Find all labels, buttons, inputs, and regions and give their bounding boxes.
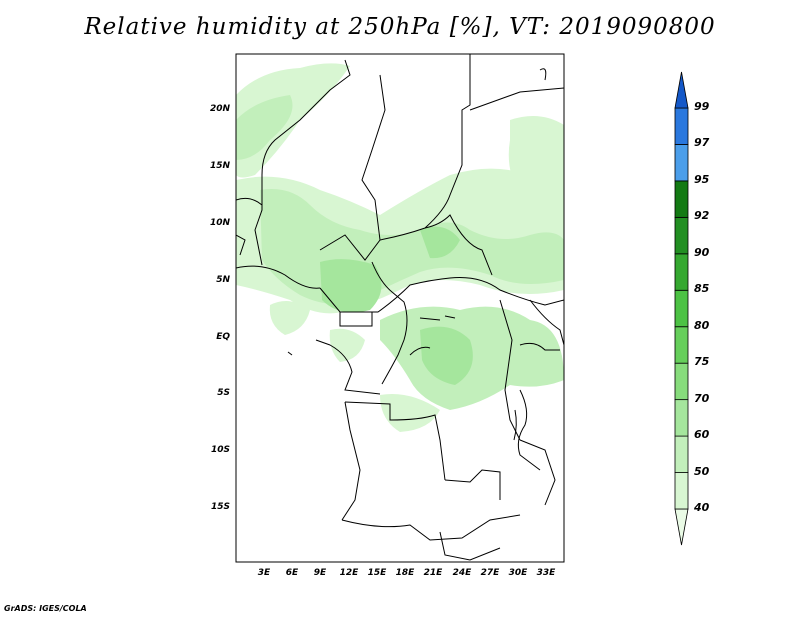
colorbar-bin [674,216,689,255]
colorbar-bin [674,472,689,510]
lat-tick: EQ [216,332,230,342]
colorbar-level-label: 60 [694,428,710,442]
colorbar-level-label: 50 [694,464,710,478]
colorbar-bin [674,289,689,328]
colorbar-level-label: 95 [694,172,710,186]
colorbar-level-label: 80 [694,318,710,332]
colorbar-bin [674,508,689,546]
humidity-field [236,54,564,562]
colorbar-level-label: 85 [694,282,710,296]
lon-tick: 12E [339,568,359,578]
lon-tick: 33E [536,568,556,578]
lon-tick: 15E [367,568,387,578]
colorbar-bin [674,362,689,401]
colorbar-level-label: 75 [694,355,710,369]
lon-tick: 9E [313,568,327,578]
lon-tick: 6E [285,568,299,578]
lat-tick: 15N [209,161,230,171]
colorbar-bin [674,253,689,291]
colorbar-bin [674,435,689,473]
lat-tick: 15S [210,502,230,512]
colorbar-level-label: 99 [694,100,710,113]
colorbar-bin [674,144,689,182]
colorbar-level-label: 92 [694,209,710,223]
lat-tick: 10N [209,218,230,228]
colorbar-bin [674,326,689,364]
colorbar-level-label: 90 [694,245,710,259]
colorbar-bin [674,180,689,218]
colorbar-bin [674,71,689,109]
map-title: Relative humidity at 250hPa [%], VT: 201… [84,14,716,40]
credit-text: GrADS: IGES/COLA [4,604,87,613]
lon-tick: 3E [257,568,271,578]
lon-tick: 30E [508,568,528,578]
colorbar-level-label: 70 [694,391,710,405]
lon-tick: 21E [423,568,443,578]
colorbar-bin [674,107,689,145]
colorbar-level-label: 97 [694,136,710,150]
lon-tick: 24E [452,568,472,578]
lat-tick: 5S [217,388,230,398]
lat-tick: 5N [216,275,230,285]
country-borders [236,54,564,561]
lon-tick: 18E [395,568,415,578]
lat-tick: 20N [209,104,230,114]
map-border [235,53,565,563]
lat-tick: 10S [210,445,230,455]
lon-tick: 27E [480,568,500,578]
colorbar-level-label: 40 [694,501,710,514]
colorbar-bin [674,399,689,437]
